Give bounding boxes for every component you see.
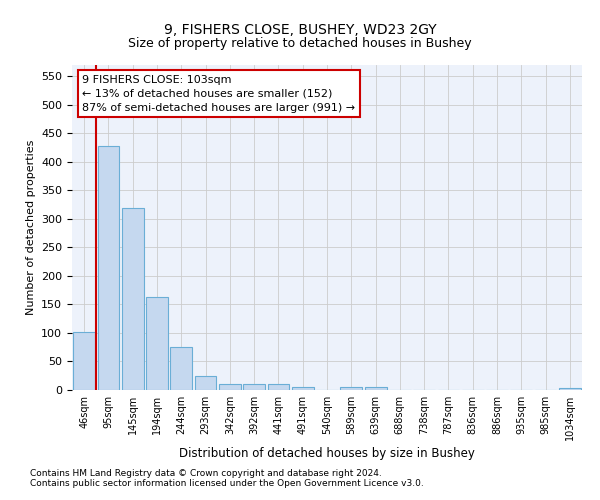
Bar	[146, 297, 168, 390]
Text: 9 FISHERS CLOSE: 103sqm
← 13% of detached houses are smaller (152)
87% of semi-d: 9 FISHERS CLOSE: 103sqm ← 13% of detache…	[82, 74, 355, 113]
Y-axis label: Number of detached properties: Number of detached properties	[26, 140, 35, 315]
Bar	[73, 332, 95, 390]
Bar	[365, 387, 386, 390]
Bar	[340, 387, 362, 390]
Bar	[268, 384, 289, 390]
Bar	[170, 347, 192, 390]
Bar	[194, 376, 217, 390]
Bar	[243, 384, 265, 390]
Bar	[292, 386, 314, 390]
Text: 9, FISHERS CLOSE, BUSHEY, WD23 2GY: 9, FISHERS CLOSE, BUSHEY, WD23 2GY	[164, 22, 436, 36]
Text: Contains HM Land Registry data © Crown copyright and database right 2024.: Contains HM Land Registry data © Crown c…	[30, 468, 382, 477]
Bar	[97, 146, 119, 390]
Bar	[122, 208, 143, 390]
Text: Contains public sector information licensed under the Open Government Licence v3: Contains public sector information licen…	[30, 478, 424, 488]
Bar	[219, 384, 241, 390]
Text: Size of property relative to detached houses in Bushey: Size of property relative to detached ho…	[128, 38, 472, 51]
Bar	[559, 388, 581, 390]
X-axis label: Distribution of detached houses by size in Bushey: Distribution of detached houses by size …	[179, 447, 475, 460]
